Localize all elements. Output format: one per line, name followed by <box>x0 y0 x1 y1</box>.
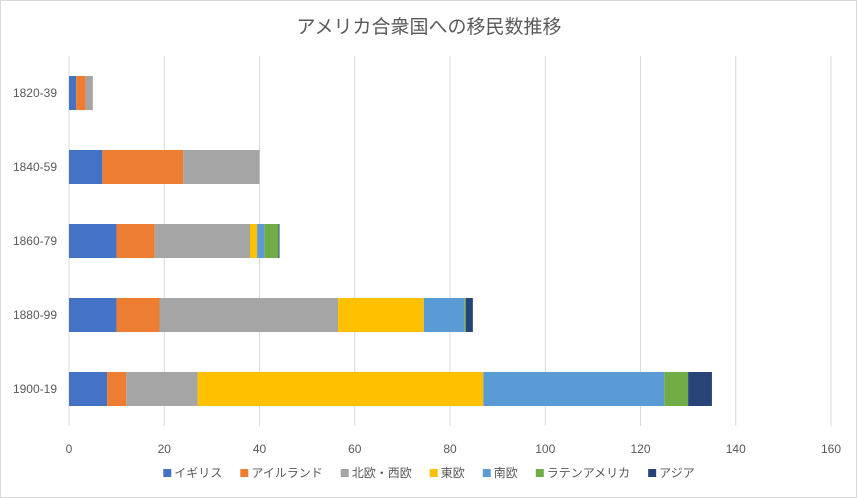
x-tick-label: 100 <box>535 442 555 456</box>
legend-label: イギリス <box>174 466 222 480</box>
bar-segment <box>278 224 280 258</box>
bar-segment <box>102 150 184 184</box>
chart-title: アメリカ合衆国への移民数推移 <box>296 16 561 38</box>
legend-label: 東欧 <box>441 466 465 480</box>
legend-label: 南欧 <box>494 465 518 480</box>
legend-item: 南欧 <box>482 465 518 480</box>
bar-segment <box>423 298 465 332</box>
x-tick-label: 80 <box>443 442 457 456</box>
legend: イギリス アイルランド 北欧・西欧 東欧 南欧 ラテンアメリカ アジア <box>163 465 695 480</box>
x-axis-labels: 0 20 40 60 80 100 120 140 160 <box>66 442 842 456</box>
y-axis-labels: 1820-39 1840-59 1860-79 1880-99 1900-19 <box>13 86 57 396</box>
bar-segment <box>464 298 466 332</box>
x-tick-label: 20 <box>158 442 172 456</box>
bar-segment <box>664 372 689 406</box>
x-tick-label: 0 <box>66 442 73 456</box>
bar-segment <box>69 298 117 332</box>
bar-segment <box>257 224 265 258</box>
bar-segment <box>69 76 77 110</box>
legend-swatch <box>340 469 349 477</box>
legend-swatch <box>240 469 249 477</box>
bar-segment <box>69 150 103 184</box>
legend-label: 北欧・西欧 <box>352 466 412 480</box>
bar-segment <box>264 224 279 258</box>
bar-segment <box>688 372 712 406</box>
y-category-label: 1820-39 <box>13 86 57 100</box>
legend-label: アジア <box>659 466 695 480</box>
bar-segment <box>116 224 155 258</box>
x-tick-label: 40 <box>253 442 267 456</box>
legend-item: ラテンアメリカ <box>535 466 630 480</box>
legend-item: 東欧 <box>429 466 465 480</box>
bar-segment <box>183 150 260 184</box>
legend-label: アイルランド <box>251 466 322 480</box>
legend-label: ラテンアメリカ <box>547 466 630 480</box>
gridlines <box>68 56 832 426</box>
legend-swatch <box>535 469 544 477</box>
legend-item: アジア <box>648 466 695 480</box>
legend-swatch <box>429 469 438 477</box>
legend-swatch <box>482 469 491 477</box>
bar-segment <box>126 372 198 406</box>
legend-swatch <box>163 469 172 477</box>
bar-segment <box>116 298 160 332</box>
x-tick-label: 120 <box>630 442 650 456</box>
bar-segment <box>154 224 250 258</box>
y-category-label: 1860-79 <box>13 234 57 248</box>
bar-segment <box>197 372 484 406</box>
bar-segment <box>338 298 424 332</box>
legend-item: 北欧・西欧 <box>340 466 412 480</box>
bar-segment <box>249 224 258 258</box>
x-tick-label: 60 <box>348 442 362 456</box>
x-tick-label: 160 <box>821 442 841 456</box>
y-category-label: 1880-99 <box>13 308 57 322</box>
bar-segment <box>107 372 127 406</box>
bar-segment <box>85 76 93 110</box>
y-category-label: 1840-59 <box>13 160 57 174</box>
bar-segment <box>465 298 473 332</box>
x-tick-label: 140 <box>726 442 746 456</box>
legend-item: イギリス <box>163 466 222 480</box>
bar-segment <box>483 372 665 406</box>
bar-segment <box>69 372 108 406</box>
bar-segment <box>69 224 117 258</box>
bar-segment <box>76 76 86 110</box>
legend-swatch <box>648 469 657 477</box>
legend-item: アイルランド <box>240 466 323 480</box>
y-category-label: 1900-19 <box>13 382 57 396</box>
bar-segment <box>159 298 339 332</box>
bar-area <box>69 76 712 406</box>
